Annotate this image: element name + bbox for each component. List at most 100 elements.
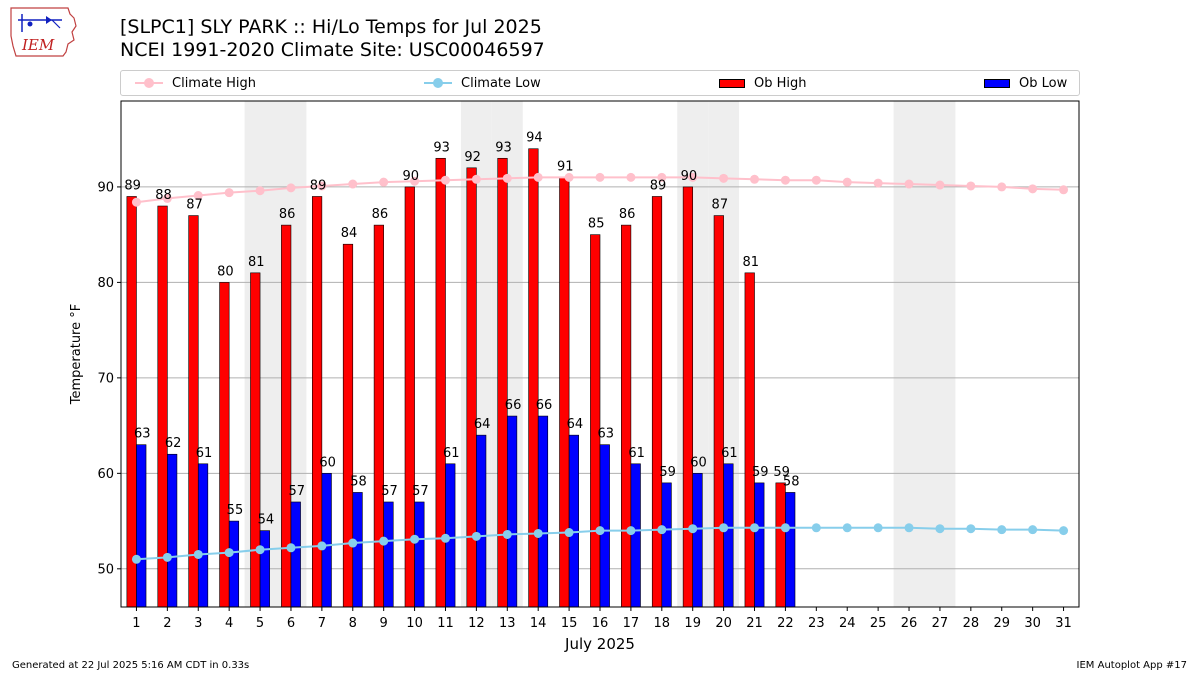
climate-high-point-day-31 xyxy=(1059,185,1069,195)
climate-high-point-day-8 xyxy=(348,179,358,189)
ob-high-label-day-22: 59 xyxy=(773,465,790,480)
generated-timestamp: Generated at 22 Jul 2025 5:16 AM CDT in … xyxy=(12,660,250,671)
y-tick-label-50: 50 xyxy=(97,562,114,577)
climate-high-point-day-2 xyxy=(162,193,172,203)
ob-low-label-day-2: 62 xyxy=(165,436,182,451)
ob-high-label-day-12: 92 xyxy=(464,150,481,165)
x-tick-label-23: 23 xyxy=(808,616,825,631)
climate-low-point-day-29 xyxy=(997,525,1007,535)
x-tick-label-15: 15 xyxy=(561,616,578,631)
ob-low-bar-day-8 xyxy=(352,492,363,608)
x-tick-label-24: 24 xyxy=(839,616,856,631)
ob-low-label-day-20: 61 xyxy=(721,446,738,461)
x-tick-label-6: 6 xyxy=(287,616,295,631)
x-tick-label-31: 31 xyxy=(1055,616,1072,631)
x-tick-label-28: 28 xyxy=(963,616,980,631)
climate-high-point-day-20 xyxy=(719,173,729,183)
climate-low-point-day-17 xyxy=(626,526,636,536)
ob-high-bar-day-13 xyxy=(497,157,508,608)
ob-low-label-day-13: 66 xyxy=(505,398,522,413)
climate-high-point-day-3 xyxy=(193,191,203,201)
legend-label-ob-high: Ob High xyxy=(754,75,807,91)
climate-high-point-day-27 xyxy=(935,180,945,190)
legend-ob-low: Ob Low xyxy=(984,71,1067,95)
ob-high-label-day-17: 86 xyxy=(619,207,636,222)
ob-low-label-day-18: 59 xyxy=(659,465,676,480)
ob-low-bar-day-1 xyxy=(136,444,147,608)
svg-text:IEM: IEM xyxy=(21,36,55,54)
climate-high-point-day-18 xyxy=(657,172,667,182)
climate-low-point-day-9 xyxy=(379,536,389,546)
climate-low-point-day-4 xyxy=(224,548,234,558)
ob-high-swatch xyxy=(719,78,745,88)
ob-high-bar-day-4 xyxy=(219,282,230,608)
climate-low-point-day-27 xyxy=(935,524,945,534)
ob-high-label-day-21: 81 xyxy=(742,255,759,270)
climate-low-point-day-19 xyxy=(688,524,698,534)
ob-low-label-day-22: 58 xyxy=(783,474,800,489)
ob-high-bar-day-9 xyxy=(373,224,384,608)
ob-low-label-day-5: 54 xyxy=(258,513,275,528)
y-tick-label-90: 90 xyxy=(97,180,114,195)
climate-high-point-day-16 xyxy=(595,172,605,182)
ob-high-label-day-11: 93 xyxy=(433,140,450,155)
x-tick-label-12: 12 xyxy=(468,616,485,631)
ob-low-bar-day-16 xyxy=(599,444,610,608)
ob-low-bar-day-7 xyxy=(321,473,332,608)
ob-low-bar-day-13 xyxy=(506,415,518,608)
ob-high-label-day-7: 89 xyxy=(310,178,327,193)
climate-low-point-day-24 xyxy=(842,523,852,533)
x-tick-label-29: 29 xyxy=(993,616,1010,631)
x-tick-label-11: 11 xyxy=(437,616,454,631)
ob-high-bar-day-18 xyxy=(651,196,663,608)
x-tick-label-21: 21 xyxy=(746,616,763,631)
legend-label-climate-high: Climate High xyxy=(172,75,257,91)
climate-high-point-day-9 xyxy=(379,177,389,187)
ob-low-bar-day-21 xyxy=(754,482,765,608)
x-tick-label-27: 27 xyxy=(932,616,949,631)
climate-high-point-day-7 xyxy=(317,181,327,191)
ob-low-label-day-15: 64 xyxy=(567,417,584,432)
ob-low-label-day-17: 61 xyxy=(628,446,645,461)
ob-low-bar-day-22 xyxy=(785,492,796,608)
climate-low-point-day-23 xyxy=(811,523,821,533)
y-tick-label-70: 70 xyxy=(97,371,114,386)
chart-legend: Climate High Climate Low Ob High Ob Low xyxy=(120,70,1080,96)
ob-low-bar-day-12 xyxy=(476,434,487,608)
climate-high-point-day-10 xyxy=(410,176,420,186)
x-tick-label-30: 30 xyxy=(1024,616,1041,631)
climate-low-point-day-14 xyxy=(533,528,543,538)
y-axis-label: Temperature °F xyxy=(69,304,84,405)
ob-high-label-day-2: 88 xyxy=(155,188,172,203)
climate-low-point-day-7 xyxy=(317,541,327,551)
x-tick-label-22: 22 xyxy=(777,616,794,631)
climate-low-point-day-30 xyxy=(1028,525,1038,535)
climate-low-point-day-28 xyxy=(966,524,976,534)
ob-low-bar-day-19 xyxy=(692,473,703,608)
climate-low-point-day-8 xyxy=(348,538,358,548)
climate-high-point-day-25 xyxy=(873,178,883,188)
ob-low-bar-day-18 xyxy=(661,482,672,608)
ob-low-label-day-3: 61 xyxy=(196,446,213,461)
ob-low-bar-day-10 xyxy=(414,501,425,608)
app-credit: IEM Autoplot App #17 xyxy=(1076,660,1187,671)
ob-low-bar-day-3 xyxy=(197,463,209,608)
ob-low-label-day-9: 57 xyxy=(381,484,398,499)
ob-low-label-day-14: 66 xyxy=(536,398,553,413)
ob-low-label-day-7: 60 xyxy=(319,455,336,470)
legend-climate-high: Climate High xyxy=(135,71,256,95)
climate-low-point-day-22 xyxy=(780,523,790,533)
ob-high-bar-day-12 xyxy=(466,167,477,608)
ob-high-label-day-4: 80 xyxy=(217,264,234,279)
x-tick-label-13: 13 xyxy=(499,616,516,631)
climate-low-point-day-11 xyxy=(440,533,450,543)
legend-ob-high: Ob High xyxy=(719,71,807,95)
climate-high-point-day-28 xyxy=(966,181,976,191)
ob-high-bar-day-8 xyxy=(342,243,354,608)
ob-low-label-day-1: 63 xyxy=(134,427,151,442)
ob-high-label-day-1: 89 xyxy=(124,178,141,193)
y-tick-label-80: 80 xyxy=(97,276,114,291)
climate-high-point-day-29 xyxy=(997,182,1007,192)
legend-label-ob-low: Ob Low xyxy=(1019,75,1068,91)
